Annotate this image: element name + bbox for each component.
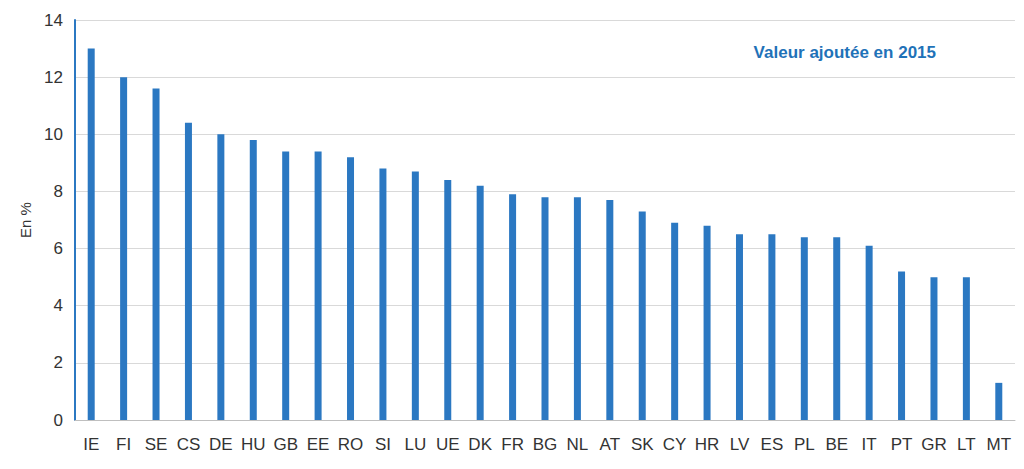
svg-text:NL: NL: [567, 435, 589, 454]
svg-text:8: 8: [54, 182, 63, 201]
svg-text:Valeur ajoutée en 2015: Valeur ajoutée en 2015: [754, 43, 936, 62]
svg-text:IE: IE: [83, 435, 99, 454]
svg-text:UE: UE: [436, 435, 460, 454]
svg-text:SE: SE: [145, 435, 168, 454]
svg-text:CS: CS: [177, 435, 201, 454]
svg-text:LT: LT: [957, 435, 976, 454]
svg-text:SI: SI: [375, 435, 391, 454]
svg-text:0: 0: [54, 411, 63, 430]
svg-text:GR: GR: [921, 435, 947, 454]
svg-text:BG: BG: [533, 435, 558, 454]
svg-text:ES: ES: [761, 435, 784, 454]
svg-text:RO: RO: [338, 435, 364, 454]
svg-text:LU: LU: [404, 435, 426, 454]
svg-text:FI: FI: [116, 435, 131, 454]
svg-text:BE: BE: [825, 435, 848, 454]
svg-text:LV: LV: [730, 435, 750, 454]
svg-text:PT: PT: [891, 435, 913, 454]
svg-text:MT: MT: [987, 435, 1012, 454]
svg-text:12: 12: [44, 68, 63, 87]
svg-text:PL: PL: [794, 435, 815, 454]
svg-text:14: 14: [44, 11, 63, 30]
svg-text:10: 10: [44, 125, 63, 144]
svg-text:HR: HR: [695, 435, 720, 454]
svg-text:CY: CY: [663, 435, 687, 454]
svg-text:2: 2: [54, 353, 63, 372]
svg-text:FR: FR: [501, 435, 524, 454]
svg-text:HU: HU: [241, 435, 266, 454]
svg-text:4: 4: [54, 296, 63, 315]
svg-text:6: 6: [54, 239, 63, 258]
svg-text:IT: IT: [862, 435, 877, 454]
svg-text:GB: GB: [273, 435, 298, 454]
svg-text:DK: DK: [468, 435, 492, 454]
svg-text:DE: DE: [209, 435, 233, 454]
svg-text:EE: EE: [307, 435, 330, 454]
svg-text:AT: AT: [600, 435, 620, 454]
svg-text:SK: SK: [631, 435, 654, 454]
svg-text:En %: En %: [17, 202, 34, 238]
